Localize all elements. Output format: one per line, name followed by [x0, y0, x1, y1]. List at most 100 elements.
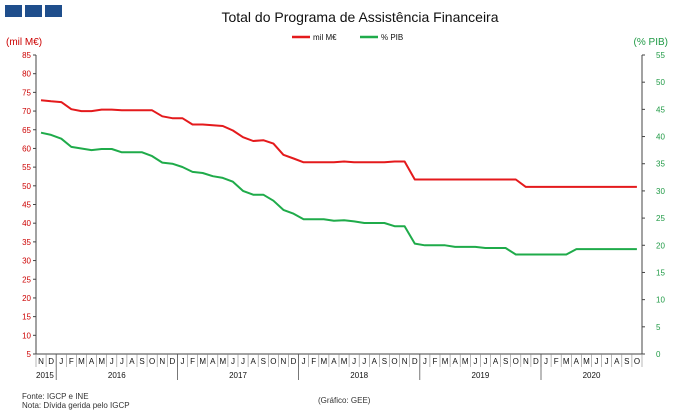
month-label: J	[110, 357, 114, 366]
month-label: A	[452, 357, 458, 366]
left-tick-label: 25	[22, 275, 31, 284]
month-label: J	[473, 357, 477, 366]
year-label: 2019	[472, 371, 490, 380]
month-label: M	[199, 357, 206, 366]
chart-credit: (Gráfico: GEE)	[318, 396, 371, 405]
left-tick-label: 45	[22, 201, 31, 210]
left-tick-label: 5	[27, 350, 32, 359]
left-tick-label: 65	[22, 126, 31, 135]
month-label: J	[120, 357, 124, 366]
right-tick-label: 5	[656, 323, 661, 332]
footnote: Nota: Dívida gerida pelo IGCP	[22, 401, 130, 410]
month-label: M	[78, 357, 85, 366]
month-label: F	[311, 357, 316, 366]
right-tick-label: 10	[656, 296, 665, 305]
left-tick-label: 50	[22, 182, 31, 191]
logo-block	[45, 5, 62, 17]
left-tick-label: 15	[22, 313, 31, 322]
month-label: N	[523, 357, 529, 366]
month-label: M	[563, 357, 570, 366]
legend-label-mil: mil M€	[313, 33, 337, 42]
left-tick-label: 70	[22, 107, 31, 116]
month-label: J	[352, 357, 356, 366]
logo-block	[25, 5, 42, 17]
month-label: J	[362, 357, 366, 366]
month-label: M	[462, 357, 469, 366]
month-label: A	[574, 357, 580, 366]
month-label: M	[220, 357, 227, 366]
chart-title: Total do Programa de Assistência Finance…	[221, 9, 498, 25]
month-label: F	[190, 357, 195, 366]
right-tick-label: 25	[656, 214, 665, 223]
legend-label-pib: % PIB	[381, 33, 403, 42]
month-label: S	[261, 357, 266, 366]
month-label: A	[129, 357, 135, 366]
month-label: A	[372, 357, 378, 366]
month-label: S	[382, 357, 387, 366]
series-line-mil	[40, 99, 637, 188]
month-label: O	[149, 357, 155, 366]
month-label: D	[48, 357, 54, 366]
left-tick-label: 60	[22, 144, 31, 153]
left-tick-label: 80	[22, 70, 31, 79]
month-label: F	[554, 357, 559, 366]
month-label: O	[270, 357, 276, 366]
month-label: N	[402, 357, 408, 366]
left-tick-label: 20	[22, 294, 31, 303]
right-tick-label: 55	[656, 51, 665, 60]
year-label: 2020	[583, 371, 601, 380]
month-label: N	[281, 357, 287, 366]
month-label: M	[442, 357, 449, 366]
left-tick-label: 75	[22, 88, 31, 97]
month-label: A	[250, 357, 256, 366]
month-label: N	[159, 357, 165, 366]
month-label: O	[391, 357, 397, 366]
month-label: D	[533, 357, 539, 366]
year-label: 2018	[350, 371, 368, 380]
month-label: A	[89, 357, 95, 366]
month-label: J	[544, 357, 548, 366]
month-label: S	[624, 357, 629, 366]
left-axis-unit: (mil M€)	[6, 37, 42, 48]
month-label: A	[210, 357, 216, 366]
left-tick-label: 10	[22, 331, 31, 340]
month-label: M	[98, 357, 105, 366]
month-label: J	[231, 357, 235, 366]
left-tick-label: 40	[22, 219, 31, 228]
right-tick-label: 15	[656, 268, 665, 277]
month-label: O	[513, 357, 519, 366]
source-note: Fonte: IGCP e INE	[22, 392, 89, 401]
right-tick-label: 0	[656, 350, 661, 359]
legend: mil M€ % PIB	[292, 33, 403, 42]
month-label: A	[493, 357, 499, 366]
left-tick-label: 30	[22, 257, 31, 266]
month-label: S	[139, 357, 144, 366]
right-tick-label: 40	[656, 133, 665, 142]
year-label: 2016	[108, 371, 126, 380]
right-tick-label: 20	[656, 241, 665, 250]
month-label: N	[38, 357, 44, 366]
right-tick-label: 35	[656, 160, 665, 169]
month-label: A	[331, 357, 337, 366]
month-label: J	[241, 357, 245, 366]
right-tick-label: 50	[656, 78, 665, 87]
month-label: M	[321, 357, 328, 366]
right-tick-label: 30	[656, 187, 665, 196]
month-label: J	[595, 357, 599, 366]
month-label: J	[302, 357, 306, 366]
month-label: M	[341, 357, 348, 366]
month-label: O	[634, 357, 640, 366]
month-label: F	[69, 357, 74, 366]
year-label: 2017	[229, 371, 247, 380]
month-label: D	[412, 357, 418, 366]
month-label: J	[605, 357, 609, 366]
month-label: D	[169, 357, 175, 366]
logo-block	[5, 5, 22, 17]
month-label: J	[483, 357, 487, 366]
month-label: D	[291, 357, 297, 366]
right-axis-unit: (% PIB)	[634, 37, 668, 48]
series-lines	[40, 99, 637, 256]
month-label: A	[614, 357, 620, 366]
axes: 5 10 15 20 25 30 35 40 45 50 55 60 65 70 75 80 85 0 5 10 15 2…	[22, 51, 665, 380]
month-label: S	[503, 357, 508, 366]
